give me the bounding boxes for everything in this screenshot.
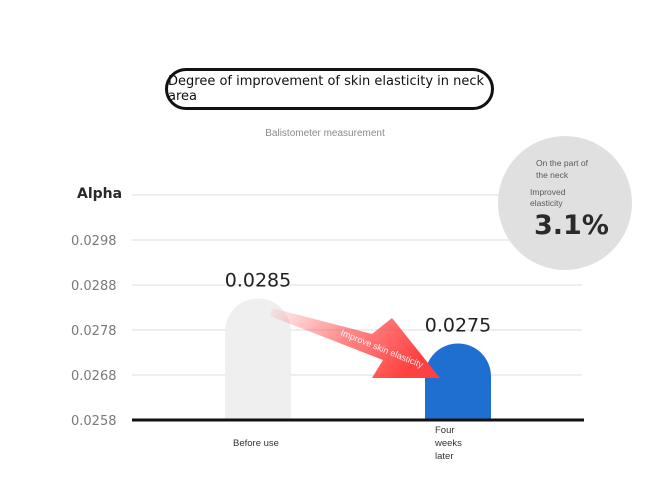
value-label-0: 0.0285 [225, 270, 291, 292]
y-tick-label: 0.0258 [71, 414, 117, 429]
badge-label: Improved elasticity [530, 187, 566, 208]
bar-0 [225, 298, 291, 420]
y-tick-label: 0.0278 [71, 324, 117, 339]
y-tick-label: 0.0288 [71, 279, 117, 294]
chart-subtitle: Balistometer measurement [265, 128, 385, 139]
category-label-after: Four weeks later [435, 425, 462, 462]
improvement-arrow [270, 308, 440, 378]
category-label-before: Before use [233, 438, 279, 449]
y-axis-label: Alpha [77, 186, 123, 202]
badge-note: On the part of the neck [536, 158, 588, 180]
bar-1 [425, 343, 491, 420]
chart-title: Degree of improvement of skin elasticity… [165, 68, 494, 110]
improvement-badge: On the part of the neck Improved elastic… [498, 136, 632, 270]
value-label-1: 0.0275 [425, 315, 491, 337]
y-tick-label: 0.0268 [71, 369, 117, 384]
y-tick-label: 0.0298 [71, 234, 117, 249]
badge-value: 3.1% [534, 210, 609, 241]
